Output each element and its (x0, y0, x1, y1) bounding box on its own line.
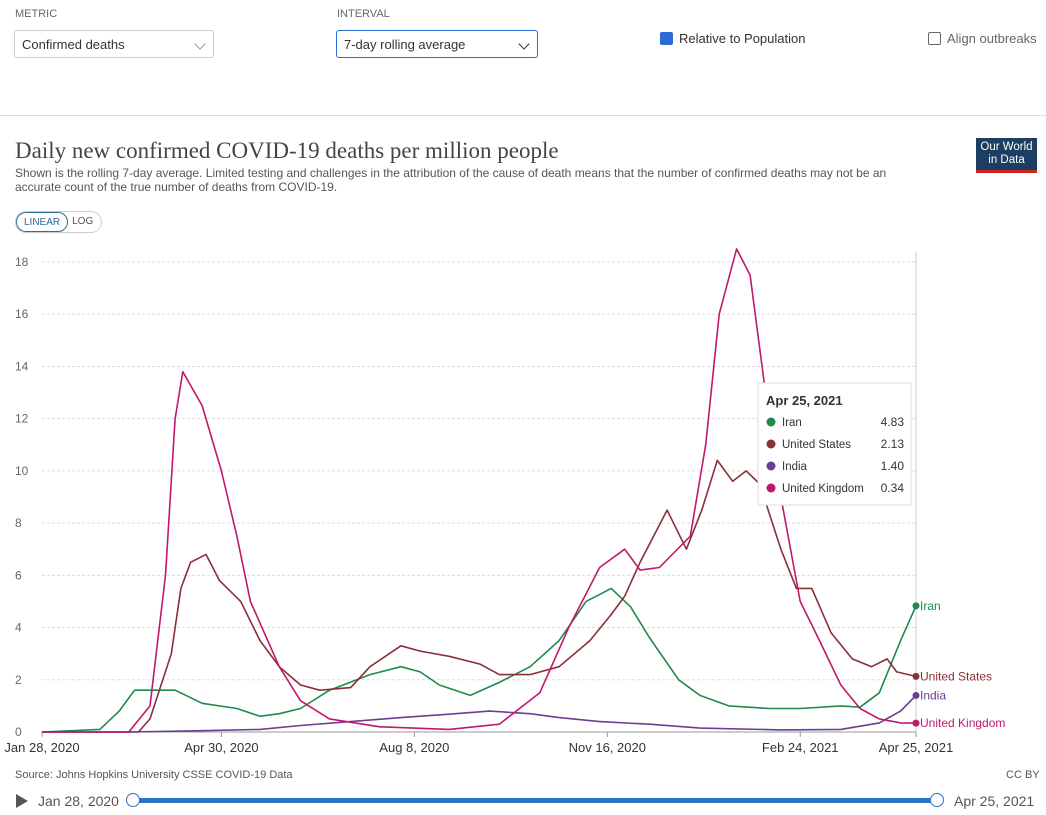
y-tick-label: 12 (15, 412, 29, 426)
metric-value: Confirmed deaths (22, 37, 125, 52)
tooltip-swatch (766, 439, 776, 449)
tooltip-name: India (782, 461, 808, 473)
logo-line: Our World (980, 141, 1033, 153)
tooltip-value: 0.34 (881, 481, 905, 495)
tooltip-swatch (766, 483, 776, 493)
timeline-start: Jan 28, 2020 (38, 793, 119, 809)
tooltip-box (757, 382, 912, 506)
align-checkbox[interactable]: Align outbreaks (928, 31, 1037, 46)
x-tick-label: Aug 8, 2020 (379, 740, 449, 755)
logo-line: in Data (988, 154, 1025, 166)
y-tick-label: 2 (15, 673, 22, 687)
series-line (41, 587, 917, 733)
timeline-handle[interactable] (930, 793, 944, 807)
log-button[interactable]: LOG (72, 216, 94, 227)
checkbox-box (928, 32, 941, 45)
series-label: India (920, 688, 946, 702)
series-line (42, 459, 917, 733)
timeline-track (134, 798, 937, 803)
end-point (912, 719, 920, 727)
tooltip-title: Apr 25, 2021 (766, 393, 843, 408)
interval-label: INTERVAL (337, 8, 390, 20)
tooltip-value: 4.83 (881, 415, 905, 429)
series-label: United States (920, 669, 992, 683)
tooltip-name: Iran (782, 417, 802, 429)
end-point (912, 691, 920, 699)
x-tick-label: Jan 28, 2020 (4, 740, 79, 755)
chart-subtitle: Shown is the rolling 7-day average. Limi… (15, 166, 887, 194)
linear-button[interactable]: LINEAR (16, 212, 69, 232)
metric-select[interactable]: Confirmed deaths (14, 30, 214, 58)
relative-checkbox[interactable]: Relative to Population (660, 31, 805, 46)
metric-label: METRIC (15, 8, 58, 20)
series-label: United Kingdom (920, 716, 1005, 730)
logo[interactable]: Our World in Data (976, 138, 1037, 173)
align-text: Align outbreaks (947, 31, 1037, 46)
x-tick-label: Apr 25, 2021 (879, 740, 953, 755)
series-label: Iran (920, 599, 941, 613)
play-button[interactable] (16, 794, 28, 808)
tooltip-value: 1.40 (881, 459, 905, 473)
x-tick-label: Nov 16, 2020 (569, 740, 646, 755)
chart-title: Daily new confirmed COVID-19 deaths per … (15, 138, 559, 163)
tooltip-swatch (766, 461, 776, 471)
x-tick-label: Apr 30, 2020 (184, 740, 258, 755)
y-tick-label: 18 (15, 255, 29, 269)
relative-text: Relative to Population (679, 31, 806, 46)
y-tick-label: 4 (15, 621, 22, 635)
tooltip-name: United States (782, 439, 851, 451)
license[interactable]: CC BY (1006, 769, 1040, 781)
y-tick-label: 0 (15, 725, 22, 739)
checkbox-box (660, 32, 673, 45)
series-line (42, 694, 917, 733)
tooltip-value: 2.13 (881, 437, 905, 451)
scale-toggle: LINEAR LOG (15, 211, 103, 233)
y-tick-label: 16 (15, 307, 29, 321)
y-tick-label: 10 (15, 464, 29, 478)
end-point (912, 602, 920, 610)
y-tick-label: 6 (15, 568, 22, 582)
interval-value: 7-day rolling average (344, 37, 466, 52)
interval-select[interactable]: 7-day rolling average (336, 30, 538, 58)
controls-bar: METRIC Confirmed deaths INTERVAL 7-day r… (0, 0, 1046, 116)
y-tick-label: 8 (15, 516, 22, 530)
end-point (912, 672, 920, 680)
x-tick-label: Feb 24, 2021 (762, 740, 839, 755)
y-tick-label: 14 (15, 359, 29, 373)
source: Source: Johns Hopkins University CSSE CO… (15, 769, 293, 781)
timeline-handle[interactable] (126, 793, 140, 807)
timeline-end: Apr 25, 2021 (954, 793, 1035, 809)
tooltip-swatch (766, 417, 776, 427)
tooltip-name: United Kingdom (782, 483, 864, 495)
series-line (42, 248, 917, 733)
